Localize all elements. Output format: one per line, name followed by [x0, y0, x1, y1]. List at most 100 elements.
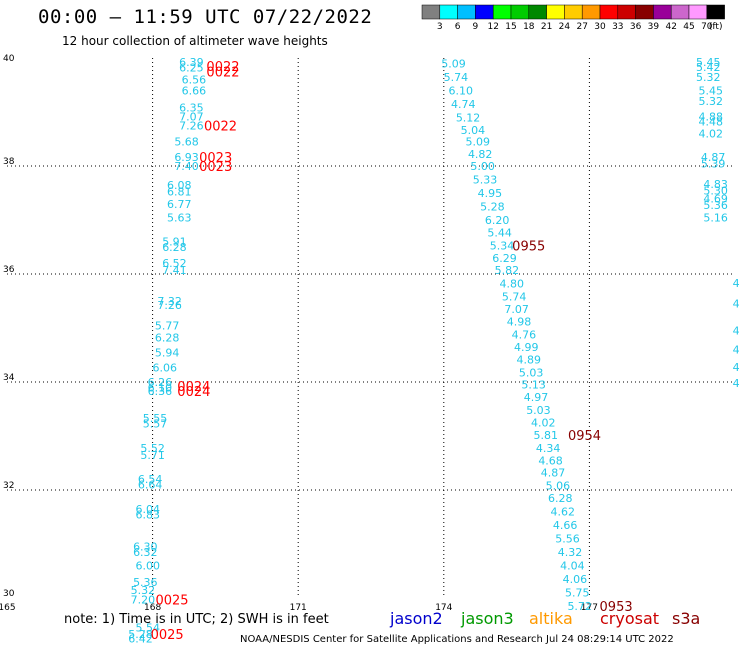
wave-height-label: 6.54 [138, 473, 163, 486]
wave-height-label: 7.40 [174, 160, 199, 173]
wave-height-label: 4.69 [703, 192, 728, 205]
wave-height-label: 4.95 [478, 187, 503, 200]
wave-height-label: 6.29 [492, 252, 517, 265]
wave-height-label: 4.87 [541, 467, 566, 480]
legend-jason3: jason3 [461, 609, 514, 628]
wave-height-label: 5.34 [490, 239, 515, 252]
scale-label: 70 [701, 22, 713, 32]
wave-height-label: 6.36 [148, 385, 173, 398]
wave-height-label: 5.72 [567, 600, 592, 613]
scale-swatch [706, 4, 725, 20]
wave-height-label: 6.00 [135, 560, 160, 573]
scale-swatch [653, 4, 672, 20]
wave-height-label: 5.81 [533, 429, 558, 442]
scale-swatch [439, 4, 458, 20]
scale-label: 3 [437, 22, 443, 32]
wave-height-label: 5.32 [698, 95, 723, 108]
wave-height-label: 4 [733, 325, 740, 338]
wave-height-label: 4.80 [499, 278, 524, 291]
scale-swatch [421, 4, 441, 20]
scale-swatch [617, 4, 636, 20]
wave-height-label: 5.32 [696, 71, 721, 84]
scale-label: 12 [487, 22, 498, 32]
x-tick-label: 165 [0, 603, 16, 613]
units-note: note: 1) Time is in UTC; 2) SWH is in fe… [64, 612, 329, 627]
wave-height-label: 6.28 [548, 492, 573, 505]
legend-s3a: s3a [672, 609, 701, 628]
legend-altika: altika [529, 609, 573, 628]
wave-height-label: 4. [733, 361, 740, 374]
wave-height-label: 4.32 [558, 546, 583, 559]
wave-height-label: 6.06 [152, 361, 177, 374]
time-stamp-label: 0022 [206, 66, 239, 81]
scale-label: 36 [630, 22, 642, 32]
y-tick-label: 34 [3, 373, 15, 383]
wave-height-label: 6.66 [182, 84, 207, 97]
y-tick-label: 36 [3, 265, 15, 275]
wave-height-label: 4. [733, 344, 740, 357]
wave-height-label: 6.08 [167, 179, 192, 192]
scale-label: 18 [523, 22, 535, 32]
wave-height-label: 6.26 [148, 376, 173, 389]
time-stamp-label: 0025 [155, 594, 188, 609]
time-stamp-label: 0953 [600, 600, 633, 615]
scale-label: 6 [455, 22, 461, 32]
wave-height-label: 4.82 [468, 148, 493, 161]
wave-height-label: 4.87 [701, 151, 726, 164]
wave-height-label: 6.35 [179, 102, 204, 115]
wave-height-label: 5.54 [135, 622, 160, 635]
wave-height-label: 6.93 [174, 151, 199, 164]
time-stamp-label: 0024 [177, 385, 210, 400]
wave-height-label: 5.00 [470, 160, 495, 173]
scale-swatch [581, 4, 601, 20]
wave-height-label: 5.04 [461, 124, 486, 137]
wave-height-label: 4.88 [698, 110, 723, 123]
scale-label: 39 [648, 22, 660, 32]
wave-height-label: 4.62 [550, 506, 575, 519]
wave-height-label: 7.20 [131, 594, 156, 607]
wave-height-label: 7.07 [504, 303, 529, 316]
wave-height-label: 5.91 [162, 236, 187, 249]
scale-swatch [475, 4, 494, 20]
scale-label: 45 [683, 22, 694, 32]
wave-height-label: 6.28 [155, 332, 180, 345]
scale-label: 21 [541, 22, 552, 32]
time-stamp-label: 0022 [206, 60, 239, 75]
scale-label: 27 [576, 22, 587, 32]
wave-height-label: 5.03 [526, 404, 551, 417]
wave-height-label: 5.75 [565, 587, 590, 600]
time-stamp-label: 0025 [151, 628, 184, 643]
y-tick-label: 30 [3, 589, 15, 599]
wave-height-label: 4.02 [698, 128, 723, 141]
wave-height-label: 5.68 [174, 136, 199, 149]
wave-height-label: 4.04 [560, 560, 585, 573]
wave-height-label: 5.09 [441, 57, 466, 70]
wave-height-label: 5.45 [696, 56, 721, 69]
wave-height-label: 5.74 [444, 71, 469, 84]
wave-height-label: 4.34 [536, 442, 561, 455]
x-tick-label: 174 [435, 603, 452, 613]
wave-height-label: 5.71 [140, 449, 165, 462]
wave-height-label: 4.4 [733, 277, 740, 290]
wave-height-label: 5.33 [473, 174, 498, 187]
wave-height-label: 4.02 [531, 417, 556, 430]
scale-swatch [564, 4, 583, 20]
wave-height-label: 5.12 [456, 111, 481, 124]
wave-height-label: 6.20 [485, 214, 510, 227]
scale-label: 33 [612, 22, 623, 32]
chart-title: 00:00 – 11:59 UTC 07/22/2022 [38, 6, 373, 28]
wave-height-label: 5.39 [701, 157, 726, 170]
wave-height-label: 5.52 [140, 442, 165, 455]
scale-swatch [510, 4, 530, 20]
legend-jason2: jason2 [390, 609, 443, 628]
wave-height-label: 5.63 [167, 211, 192, 224]
wave-height-label: 5.82 [495, 264, 520, 277]
wave-height-label: 7.32 [157, 295, 182, 308]
wave-height-label: 6.25 [179, 62, 204, 75]
wave-height-label: 5.09 [466, 136, 491, 149]
wave-height-label: 4.83 [703, 178, 728, 191]
scale-swatch [528, 4, 547, 20]
time-stamp-label: 0954 [568, 429, 601, 444]
scale-swatch [635, 4, 654, 20]
